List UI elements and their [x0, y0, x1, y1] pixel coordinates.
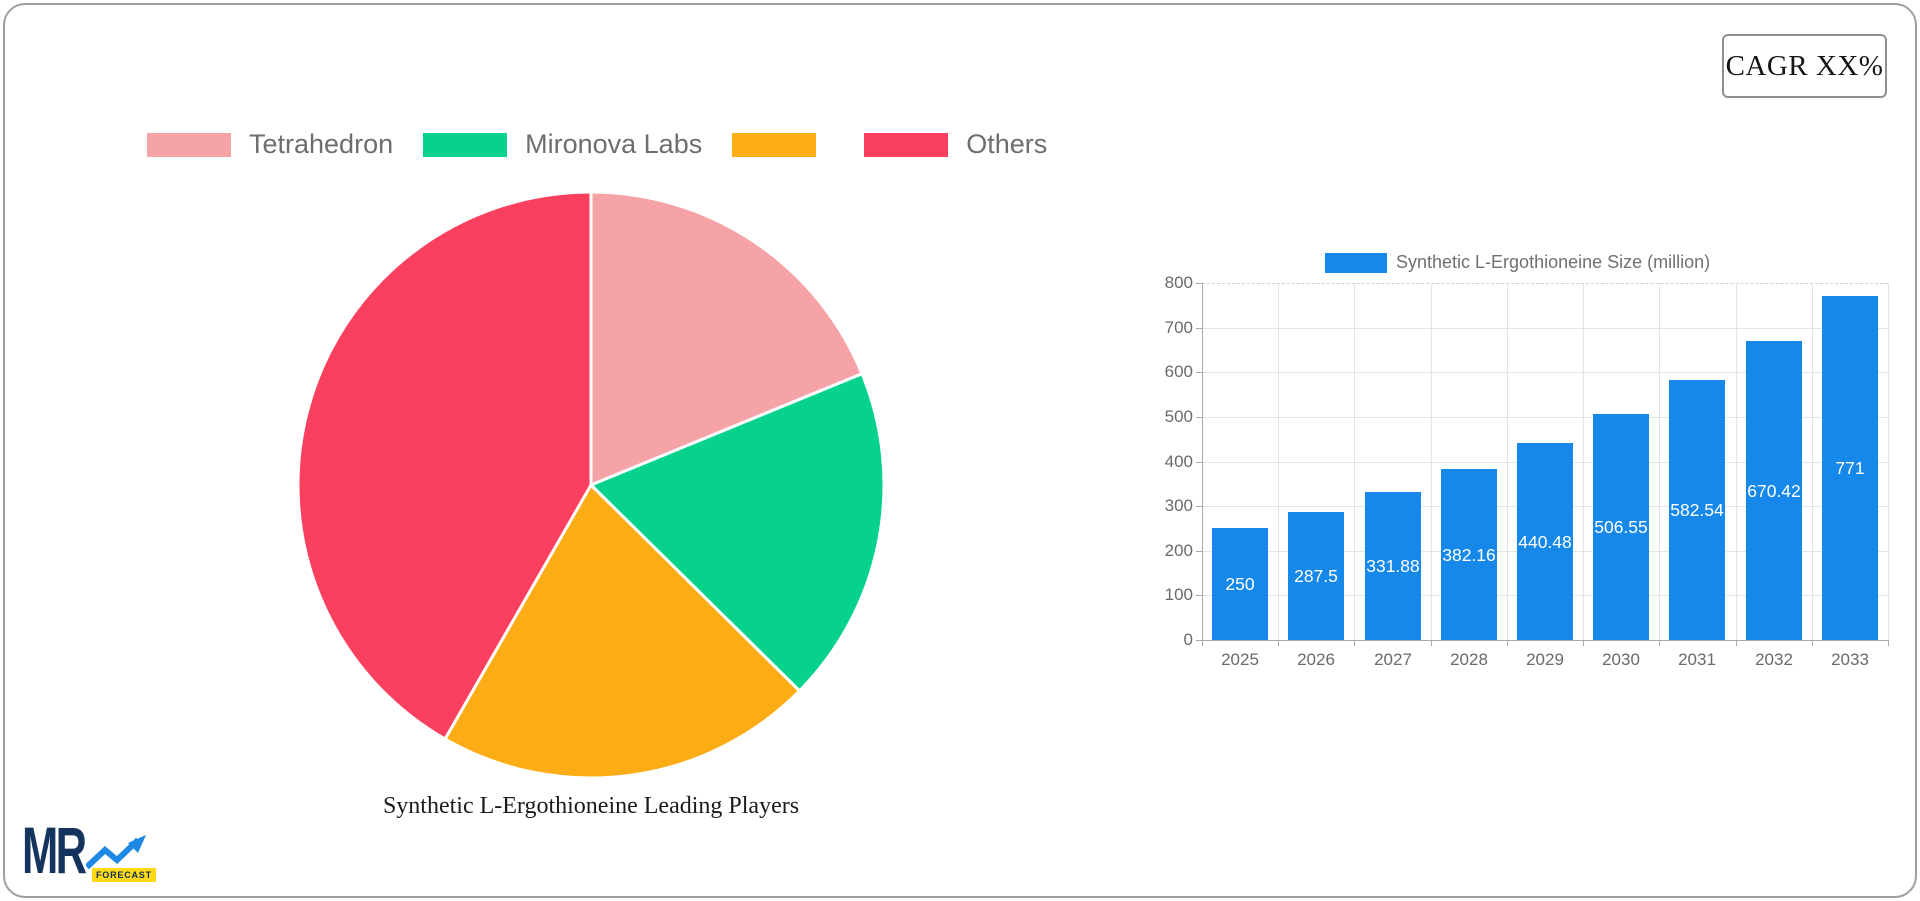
y-tick-mark	[1196, 551, 1202, 552]
pie-legend: Tetrahedron Mironova Labs Others	[147, 131, 1077, 158]
bar-value-label: 506.55	[1594, 517, 1648, 537]
y-tick-mark	[1196, 595, 1202, 596]
pie-chart-title: Synthetic L-Ergothioneine Leading Player…	[382, 793, 800, 819]
gridline-y-800	[1202, 283, 1888, 284]
bar-value-label: 440.48	[1518, 532, 1572, 552]
gridline-x-1	[1278, 283, 1279, 640]
y-tick-label: 700	[1164, 318, 1193, 337]
y-tick-label: 600	[1164, 362, 1193, 381]
trend-arrow-icon	[86, 835, 146, 869]
bar-legend-swatch[interactable]	[1325, 252, 1387, 273]
gridline-y-500	[1202, 417, 1888, 418]
x-tick-label: 2029	[1526, 650, 1564, 669]
bar-legend: Synthetic L-Ergothioneine Size (million)	[1325, 252, 1710, 273]
gridline-x-4	[1507, 283, 1508, 640]
x-tick-mark	[1431, 640, 1432, 646]
logo-badge: FORECAST	[92, 868, 156, 882]
x-tick-mark	[1888, 640, 1889, 646]
bar-2025[interactable]	[1212, 528, 1268, 640]
x-tick-label: 2027	[1374, 650, 1412, 669]
bar-value-label: 250	[1225, 574, 1255, 594]
x-tick-mark	[1583, 640, 1584, 646]
bar-2026[interactable]	[1288, 512, 1344, 640]
gridline-x-2	[1354, 283, 1355, 640]
x-tick-label: 2028	[1450, 650, 1488, 669]
x-tick-mark	[1736, 640, 1737, 646]
pie-legend-swatch-Others[interactable]	[864, 132, 949, 157]
pie-slice-unnamed[interactable]	[443, 483, 801, 780]
bar-2033[interactable]	[1822, 296, 1878, 640]
y-tick-mark	[1196, 417, 1202, 418]
bar-value-label: 382.16	[1442, 545, 1496, 565]
bar-2028[interactable]	[1441, 469, 1497, 640]
x-tick-mark	[1507, 640, 1508, 646]
cagr-box: CAGR XX%	[1722, 34, 1887, 98]
gridline-x-6	[1659, 283, 1660, 640]
y-axis-line	[1202, 283, 1203, 646]
x-tick-label: 2025	[1221, 650, 1259, 669]
pie-slice-Others[interactable]	[296, 190, 593, 741]
y-tick-label: 800	[1164, 273, 1193, 292]
x-tick-mark	[1659, 640, 1660, 646]
y-tick-mark	[1196, 462, 1202, 463]
gridline-y-600	[1202, 372, 1888, 373]
pie-legend-swatch-unnamed[interactable]	[732, 132, 817, 157]
y-tick-label: 300	[1164, 496, 1193, 515]
x-axis-line	[1196, 640, 1888, 641]
gridline-x-9	[1888, 283, 1889, 640]
x-tick-mark	[1278, 640, 1279, 646]
y-tick-label: 200	[1164, 541, 1193, 560]
bar-2031[interactable]	[1669, 380, 1725, 640]
y-tick-mark	[1196, 283, 1202, 284]
x-tick-mark	[1812, 640, 1813, 646]
cagr-label: CAGR XX%	[1725, 49, 1884, 82]
gridline-x-7	[1736, 283, 1737, 640]
gridline-x-5	[1583, 283, 1584, 640]
pie-legend-swatch-Mironova Labs[interactable]	[423, 132, 508, 157]
logo-text: MR	[22, 813, 87, 887]
pie-slice-Tetrahedron[interactable]	[589, 190, 864, 487]
x-tick-label: 2032	[1755, 650, 1793, 669]
pie-legend-swatch-Tetrahedron[interactable]	[147, 132, 231, 157]
y-tick-label: 500	[1164, 407, 1193, 426]
gridline-y-700	[1202, 328, 1888, 329]
bar-value-label: 582.54	[1670, 500, 1724, 520]
bar-2032[interactable]	[1746, 341, 1802, 640]
x-tick-label: 2030	[1602, 650, 1640, 669]
pie-legend-label-Others[interactable]: Others	[966, 129, 1048, 159]
x-tick-label: 2033	[1831, 650, 1869, 669]
y-tick-mark	[1196, 372, 1202, 373]
bar-2027[interactable]	[1365, 492, 1421, 640]
bar-2029[interactable]	[1517, 443, 1573, 640]
x-tick-mark	[1354, 640, 1355, 646]
y-tick-mark	[1196, 328, 1202, 329]
bar-value-label: 771	[1835, 458, 1865, 478]
x-tick-label: 2026	[1297, 650, 1335, 669]
y-tick-label: 400	[1164, 452, 1193, 471]
y-tick-label: 0	[1183, 630, 1193, 649]
x-tick-label: 2031	[1678, 650, 1716, 669]
pie-legend-label-Tetrahedron[interactable]: Tetrahedron	[249, 129, 394, 159]
y-tick-label: 100	[1164, 585, 1193, 604]
gridline-x-8	[1812, 283, 1813, 640]
gridline-x-3	[1431, 283, 1432, 640]
bar-2030[interactable]	[1593, 414, 1649, 640]
bar-value-label: 287.5	[1294, 566, 1338, 586]
pie-chart	[296, 190, 886, 780]
pie-legend-label-Mironova Labs[interactable]: Mironova Labs	[525, 129, 703, 159]
bar-legend-label[interactable]: Synthetic L-Ergothioneine Size (million)	[1396, 252, 1711, 272]
mr-forecast-logo: MR FORECAST	[22, 817, 156, 887]
bar-value-label: 331.88	[1366, 556, 1420, 576]
pie-slice-Mironova Labs[interactable]	[589, 372, 886, 693]
y-tick-mark	[1196, 506, 1202, 507]
bar-value-label: 670.42	[1747, 481, 1801, 501]
